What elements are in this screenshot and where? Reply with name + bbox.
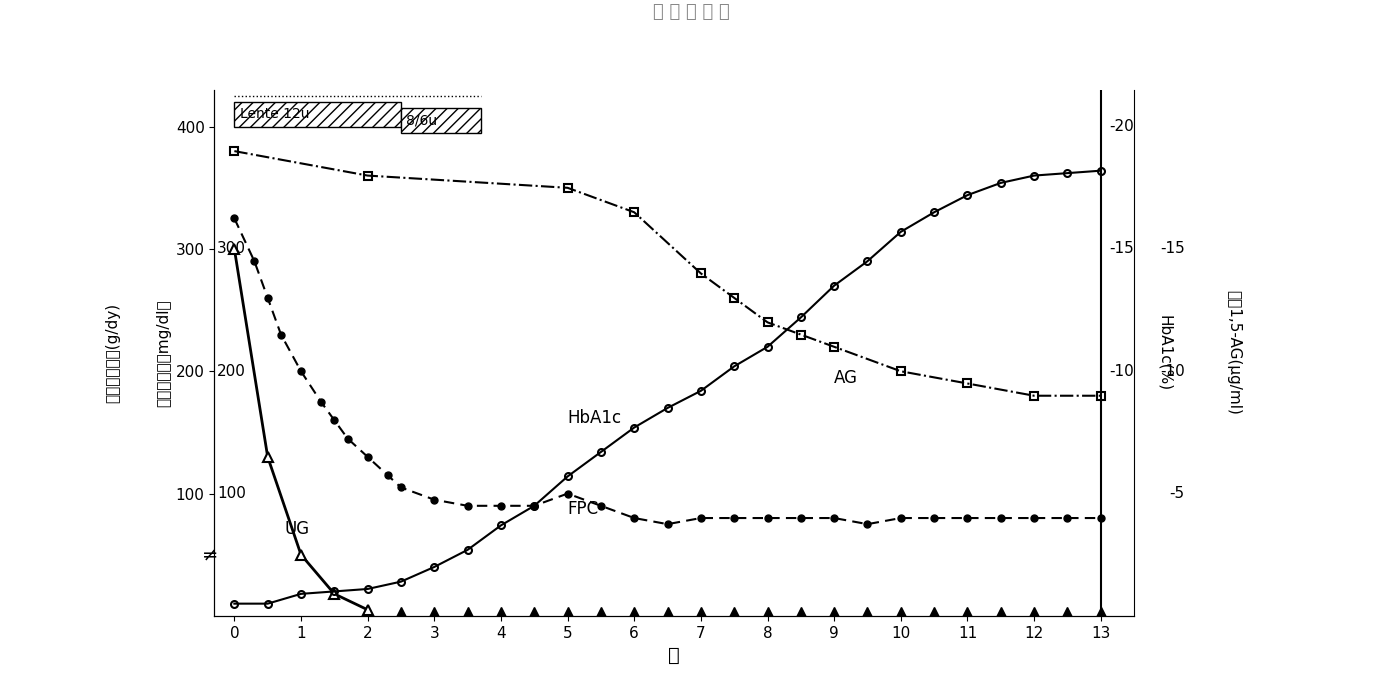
Text: 血浆1,5-AG(μg/ml): 血浆1,5-AG(μg/ml) [1227,291,1241,415]
Text: -20: -20 [1109,119,1134,134]
Text: ≠: ≠ [202,545,219,564]
Text: 天 山 医 学 院: 天 山 医 学 院 [653,3,730,21]
Text: Lente 12u: Lente 12u [239,107,310,121]
Text: -15: -15 [1160,242,1185,257]
Text: HbA1c: HbA1c [567,409,622,427]
Text: FPC: FPC [567,500,599,518]
Text: UG: UG [285,520,310,538]
Text: 200: 200 [217,364,246,379]
Text: -15: -15 [1109,242,1134,257]
Text: 血浆葡萄糖（mg/dl）: 血浆葡萄糖（mg/dl） [156,299,171,407]
Text: AG: AG [834,370,859,388]
Y-axis label: 肾葡萄糖排泄(g/dy): 肾葡萄糖排泄(g/dy) [105,303,120,403]
Text: 8/6u: 8/6u [407,113,437,127]
Bar [234,102,401,127]
Bar [401,109,481,133]
Text: HbA1c(%): HbA1c(%) [1158,315,1171,391]
Text: -10: -10 [1109,364,1134,379]
Text: -5: -5 [1170,486,1185,501]
Text: 300: 300 [217,242,246,257]
Text: 100: 100 [217,486,246,501]
X-axis label: 周: 周 [668,646,680,665]
Text: -10: -10 [1160,364,1185,379]
